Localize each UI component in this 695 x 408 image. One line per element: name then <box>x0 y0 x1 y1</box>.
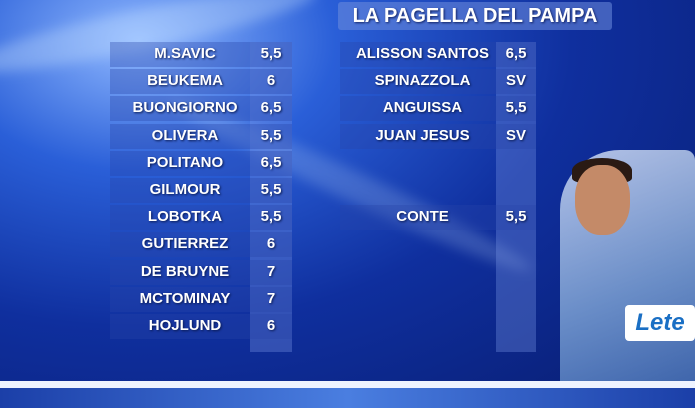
row-band <box>110 178 292 203</box>
row-band <box>110 314 292 339</box>
player-name: ALISSON SANTOS <box>355 45 490 62</box>
row-band <box>340 96 536 122</box>
player-score: 6 <box>266 72 276 90</box>
player-score: 5,5 <box>260 45 282 62</box>
player-head <box>575 165 630 235</box>
row-band <box>340 205 536 231</box>
player-name: CONTE <box>396 208 449 226</box>
player-score: 5,5 <box>260 126 282 144</box>
player-name: HOJLUND <box>148 317 222 334</box>
row-band <box>110 42 292 67</box>
row-band <box>110 123 292 149</box>
player-score: 6,5 <box>260 99 282 117</box>
right-score-column <box>496 42 536 352</box>
left-score-column <box>250 42 292 352</box>
row-band <box>340 42 536 67</box>
player-name: BEUKEMA <box>147 72 223 90</box>
row-band <box>110 232 292 258</box>
player-name: M.SAVIC <box>154 45 216 62</box>
player-score: 7 <box>266 262 276 280</box>
player-name: GILMOUR <box>149 181 221 198</box>
row-band <box>340 123 536 149</box>
player-score: SV <box>505 126 526 144</box>
player-name: LOBOTKA <box>147 208 223 226</box>
divider <box>0 381 695 388</box>
player-score: 5,5 <box>505 208 527 226</box>
player-name: SPINAZZOLA <box>374 72 471 90</box>
page-title: LA PAGELLA DEL PAMPA <box>338 2 612 30</box>
player-name: OLIVERA <box>151 126 219 144</box>
player-score: 6,5 <box>260 153 282 171</box>
player-name: MCTOMINAY <box>139 289 231 307</box>
player-score: 6,5 <box>505 45 527 62</box>
player-score: SV <box>505 72 526 90</box>
player-score: 5,5 <box>260 181 282 198</box>
player-score: 6 <box>266 235 276 253</box>
player-score: 7 <box>266 289 276 307</box>
row-band <box>340 69 536 95</box>
player-score: 5,5 <box>505 99 527 117</box>
row-band <box>110 259 292 285</box>
row-band <box>110 69 292 95</box>
row-band <box>110 286 292 312</box>
player-name: JUAN JESUS <box>375 126 470 144</box>
player-score: 5,5 <box>260 208 282 226</box>
bottom-banner <box>0 388 695 408</box>
player-name: POLITANO <box>146 153 224 171</box>
player-name: DE BRUYNE <box>140 262 230 280</box>
row-band <box>110 150 292 176</box>
player-name: GUTIERREZ <box>141 235 229 253</box>
sponsor-logo: Lete <box>625 305 695 341</box>
row-band <box>110 205 292 231</box>
player-name: BUONGIORNO <box>132 99 238 117</box>
player-name: ANGUISSA <box>382 99 463 117</box>
player-score: 6 <box>266 317 276 334</box>
row-band <box>110 96 292 122</box>
